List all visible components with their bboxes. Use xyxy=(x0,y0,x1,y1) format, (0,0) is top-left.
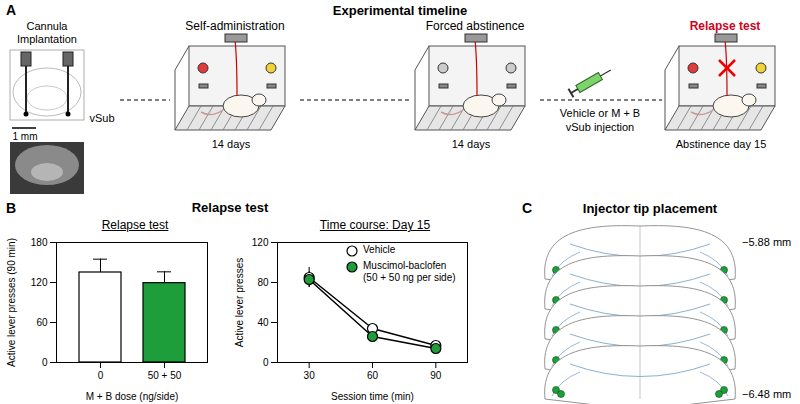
svg-text:50 + 50: 50 + 50 xyxy=(148,370,182,381)
html-text:Time course: Day 15: Time course: Day 15 xyxy=(319,218,431,232)
svg-text:30: 30 xyxy=(304,370,316,381)
html-text:Muscimol-baclofen (50 + 50 ng: Muscimol-baclofen (50 + 50 ng per side) xyxy=(363,260,456,283)
svg-text:Injector tip placement: Injector tip placement xyxy=(583,201,718,216)
svg-text:Active lever presses (90 min): Active lever presses (90 min) xyxy=(6,238,17,367)
svg-text:Relapse test: Relapse test xyxy=(690,19,761,33)
svg-text:Vehicle or M + B: Vehicle or M + B xyxy=(560,107,640,119)
svg-text:A: A xyxy=(6,2,16,18)
svg-text:0: 0 xyxy=(42,357,48,368)
svg-text:M + B dose (ng/side): M + B dose (ng/side) xyxy=(86,391,179,402)
svg-text:80: 80 xyxy=(257,277,269,288)
svg-text:Active lever presses: Active lever presses xyxy=(234,258,245,347)
html-text:vSub: vSub xyxy=(89,112,115,124)
svg-text:120: 120 xyxy=(252,237,269,248)
svg-text:180: 180 xyxy=(31,237,48,248)
html-text:1 mm: 1 mm xyxy=(12,131,38,142)
svg-text:14 days: 14 days xyxy=(452,138,491,150)
svg-text:Forced abstinence: Forced abstinence xyxy=(426,19,525,33)
svg-text:Self-administration: Self-administration xyxy=(185,19,284,33)
svg-text:120: 120 xyxy=(31,277,48,288)
html-text:Cannula Implantation: Cannula Implantation xyxy=(17,20,77,45)
svg-text:vSub injection: vSub injection xyxy=(566,121,635,133)
svg-text:Session time (min): Session time (min) xyxy=(331,391,414,402)
svg-text:−5.88 mm: −5.88 mm xyxy=(742,236,791,248)
html-text:Relapse test: Relapse test xyxy=(191,200,269,215)
svg-text:60: 60 xyxy=(367,370,379,381)
html-text:Relapse test: Relapse test xyxy=(101,218,169,232)
svg-text:Abstinence day 15: Abstinence day 15 xyxy=(676,138,767,150)
svg-text:Experimental timeline: Experimental timeline xyxy=(333,3,467,18)
html-text:Vehicle: Vehicle xyxy=(363,244,396,255)
svg-text:40: 40 xyxy=(257,317,269,328)
svg-text:14 days: 14 days xyxy=(212,138,251,150)
svg-text:0: 0 xyxy=(98,370,104,381)
html-text:B: B xyxy=(6,200,17,216)
svg-text:60: 60 xyxy=(36,317,48,328)
svg-text:−6.48 mm: −6.48 mm xyxy=(742,388,791,400)
svg-text:0: 0 xyxy=(263,357,269,368)
svg-text:90: 90 xyxy=(430,370,442,381)
svg-text:C: C xyxy=(522,200,532,216)
